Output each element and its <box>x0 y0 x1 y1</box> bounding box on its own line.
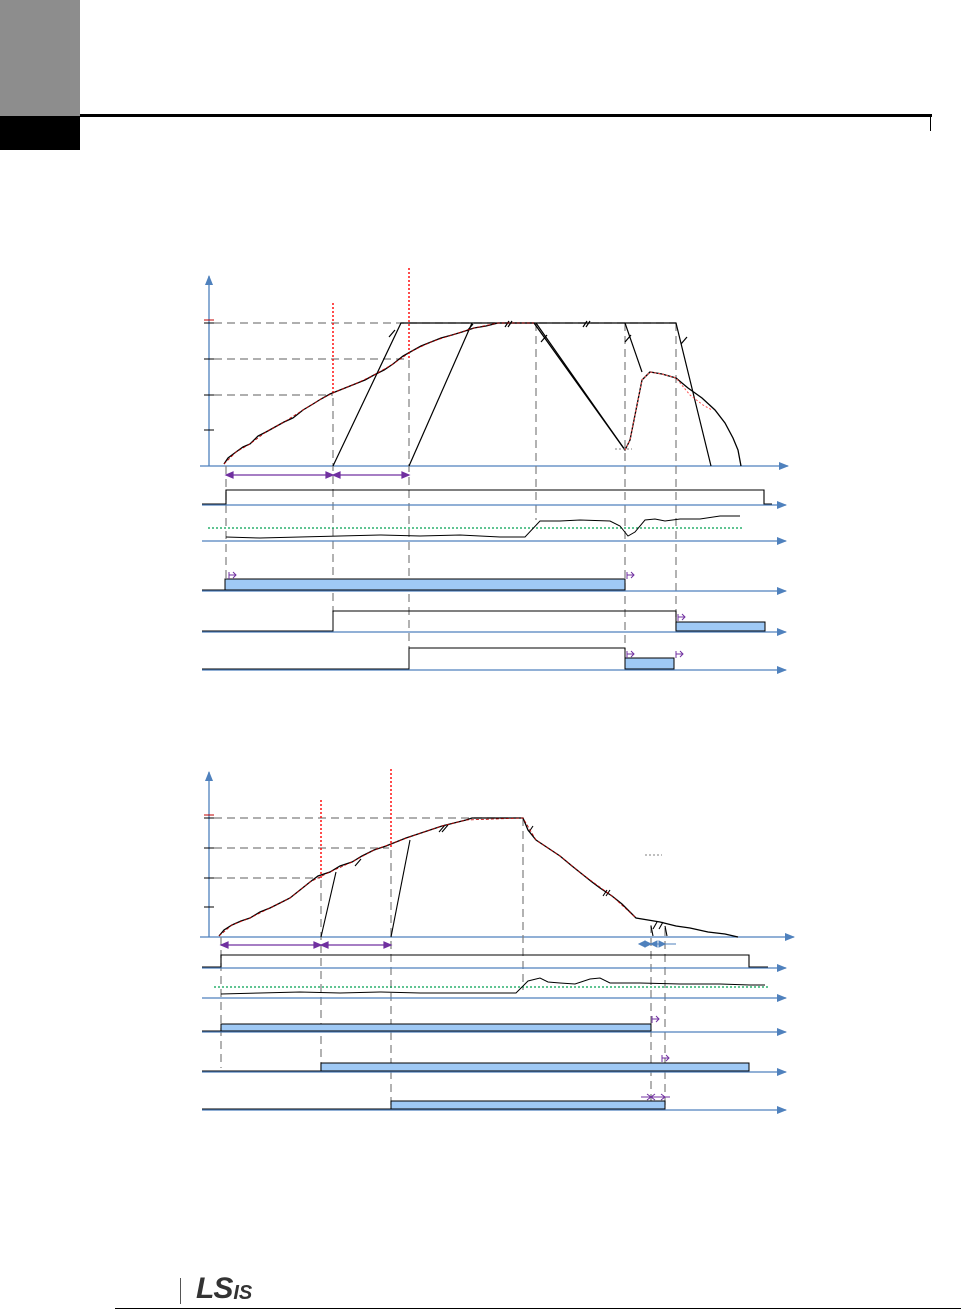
logo-suffix-text: IS <box>233 1282 253 1304</box>
timing-diagram-1 <box>200 268 789 674</box>
footer-rule <box>115 1308 961 1309</box>
run-signal <box>202 489 772 505</box>
footer-divider <box>180 1278 181 1304</box>
timing-diagram-2 <box>200 769 795 1114</box>
output-1-active <box>220 1023 652 1032</box>
chapter-tab <box>0 0 80 116</box>
output-2-active <box>675 621 766 632</box>
ls-is-logo: LS IS <box>196 1270 286 1305</box>
output-1-active <box>224 578 626 591</box>
output-3-active <box>624 657 675 670</box>
chapter-tab-number <box>0 116 80 150</box>
output-2-active <box>320 1062 750 1072</box>
logo-main-text: LS <box>196 1272 233 1305</box>
load-trace <box>225 515 740 539</box>
speed-trace <box>223 322 742 467</box>
speed-overlay <box>624 371 713 451</box>
load-trace <box>220 977 765 995</box>
header-tick <box>930 117 931 131</box>
output-3-active <box>390 1100 666 1110</box>
run-signal <box>202 954 768 968</box>
header-rule <box>80 114 932 117</box>
